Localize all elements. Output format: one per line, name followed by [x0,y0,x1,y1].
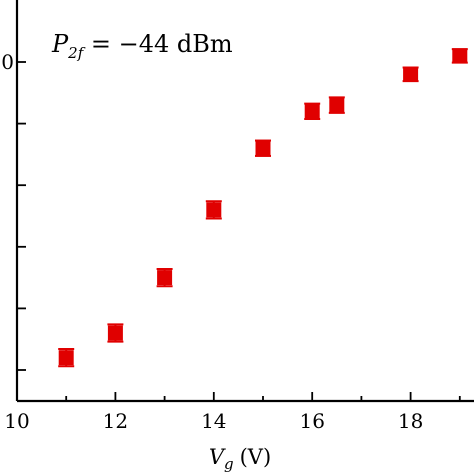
x-axis-symbol: V [209,445,226,469]
data-point-6 [328,96,345,114]
x-axis-title: Vg (V) [209,445,271,473]
data-point-3 [205,200,222,220]
x-tick-label-12: 12 [103,409,128,433]
x-tick-label-14: 14 [201,409,226,433]
square-marker-7 [403,66,419,82]
square-marker-0 [58,350,74,366]
data-point-1 [107,323,124,343]
data-point-8 [451,48,468,64]
x-tick-label-18: 18 [398,409,423,433]
square-marker-2 [157,270,173,286]
tick-labels-layer: 10 12 14 16 18 0 [1,50,423,433]
x-axis-subscript: g [224,455,234,473]
data-point-7 [402,66,419,83]
square-marker-5 [304,103,320,119]
square-marker-6 [329,97,345,113]
data-point-5 [304,102,321,120]
annotation-text: = −44 dBm [83,30,233,58]
tick-layer [16,61,461,401]
data-point-0 [58,348,75,368]
square-marker-8 [452,48,468,64]
x-tick-label-10: 10 [4,409,29,433]
x-tick-label-16: 16 [299,409,324,433]
data-point-2 [156,267,173,288]
square-marker-4 [255,140,271,156]
square-marker-1 [107,325,123,341]
annotation-symbol: P [51,30,69,58]
y-tick-label-top: 0 [1,50,14,74]
annotation-subscript: 2f [67,44,86,62]
square-marker-3 [206,202,222,218]
data-points-layer [58,48,468,368]
power-annotation: P2f = −44 dBm [51,30,233,62]
x-axis-unit: (V) [240,445,272,469]
data-point-4 [255,139,271,157]
